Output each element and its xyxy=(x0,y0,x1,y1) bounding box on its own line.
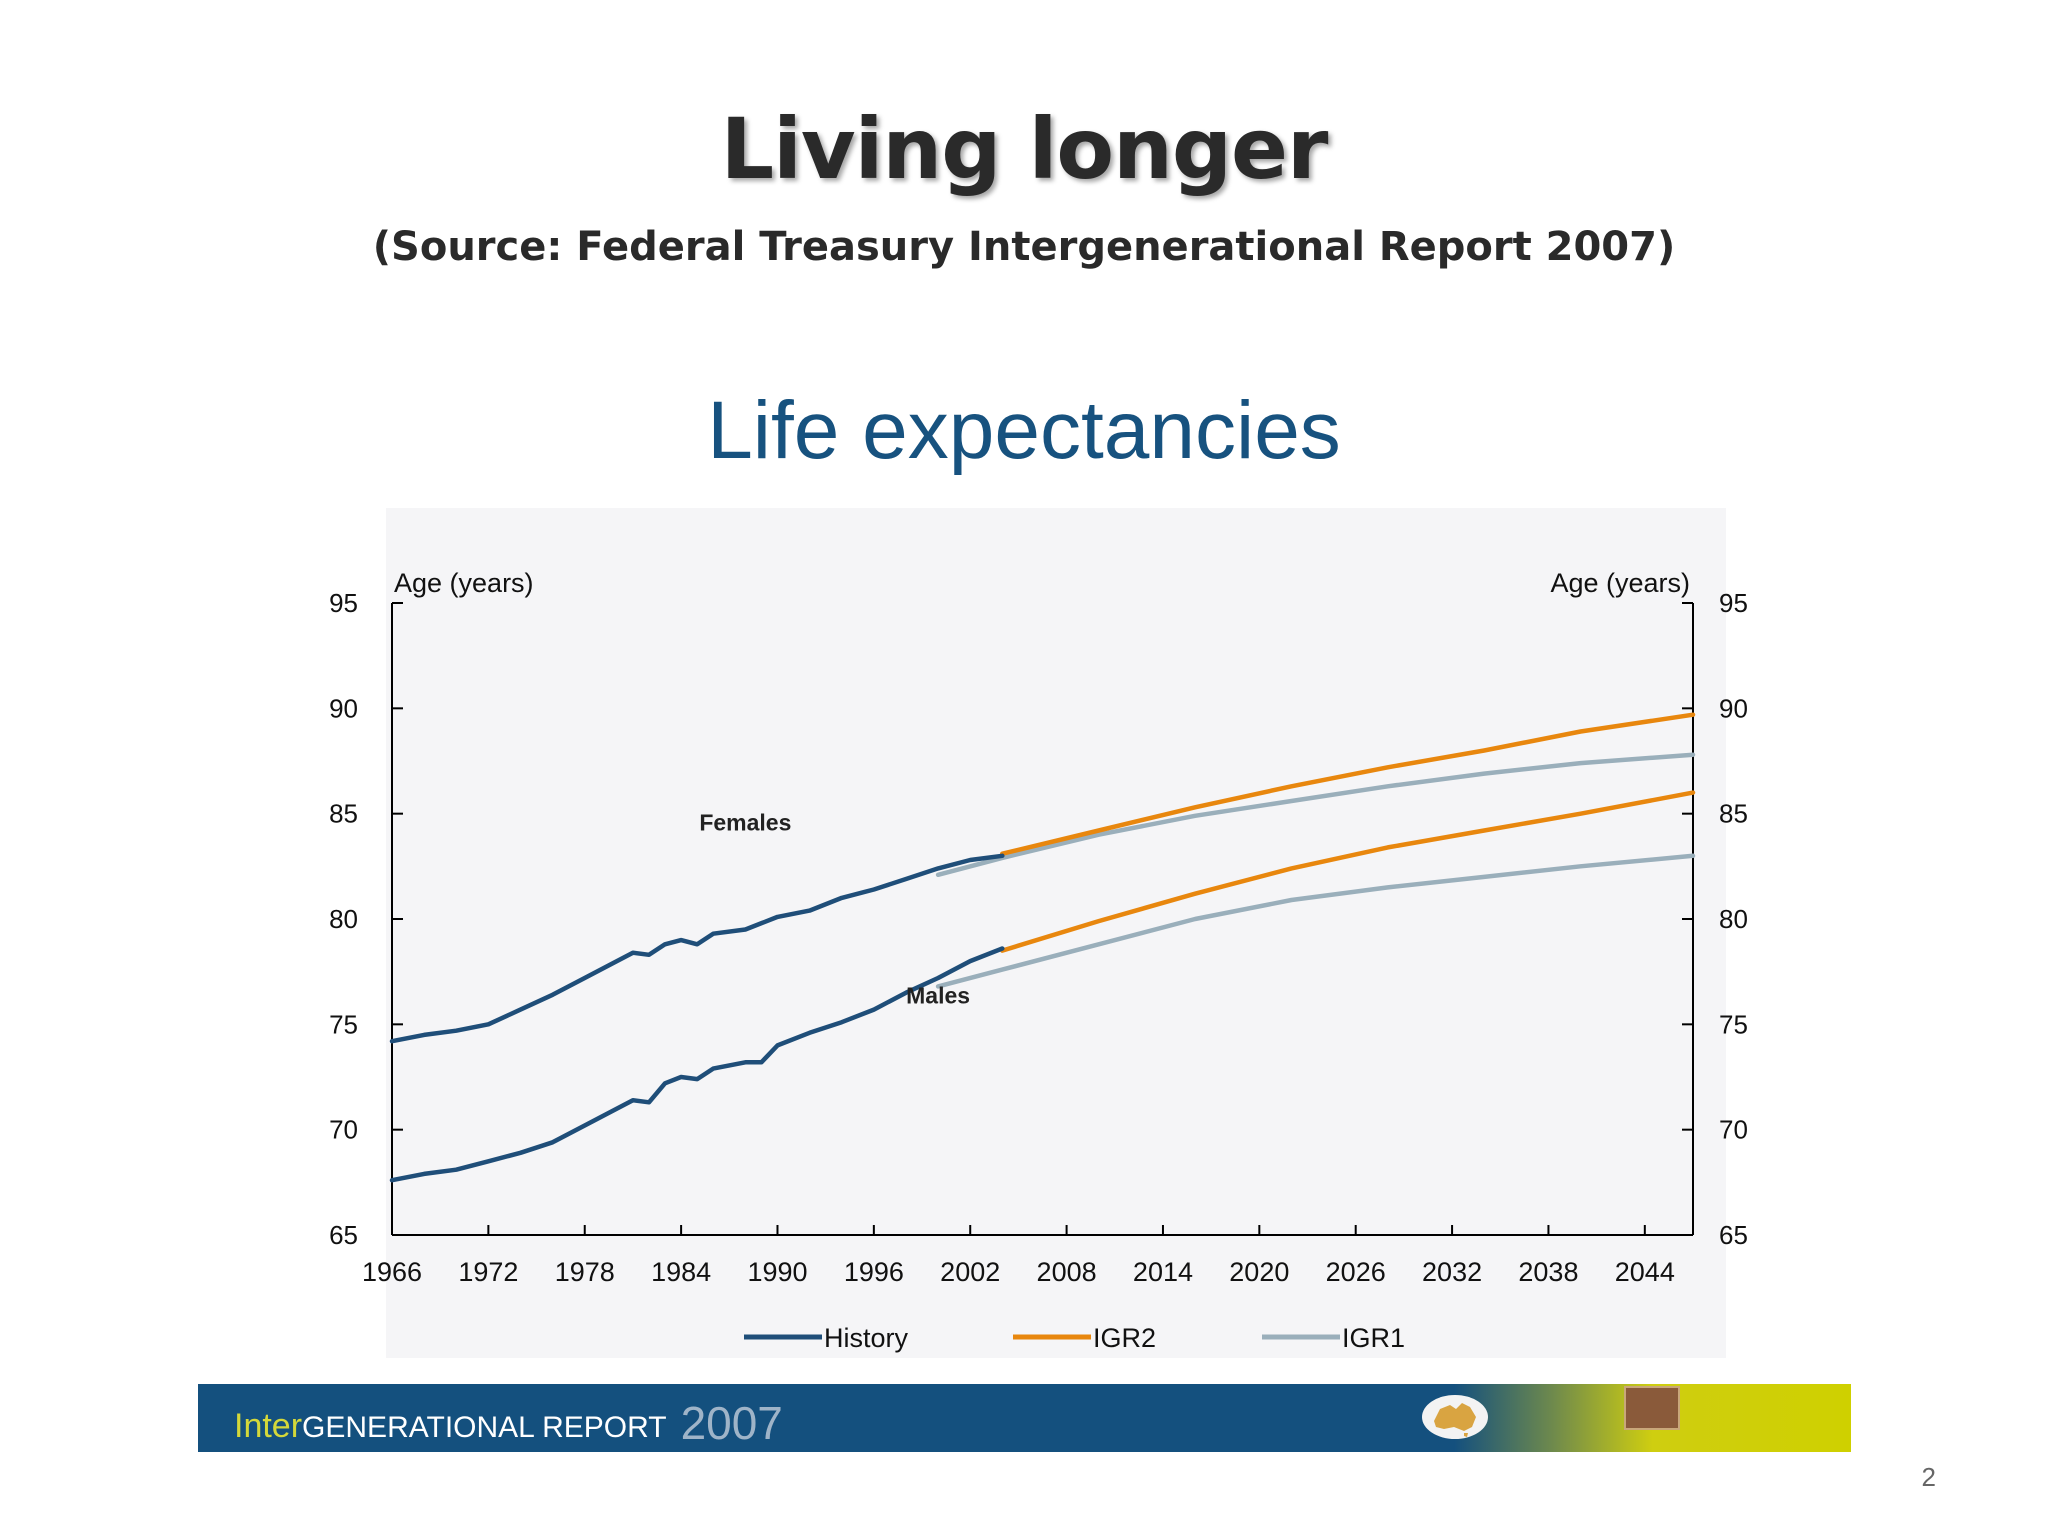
annotation-males: Males xyxy=(906,982,970,1008)
x-tick-label: 2032 xyxy=(1422,1257,1482,1287)
x-tick-label: 1990 xyxy=(747,1257,807,1287)
report-banner: InterGENERATIONAL REPORT 2007 xyxy=(198,1384,1851,1452)
legend-label-igr2: IGR2 xyxy=(1093,1323,1156,1353)
slide-subtitle: (Source: Federal Treasury Intergeneratio… xyxy=(372,224,1676,270)
photo-icon xyxy=(1624,1386,1680,1430)
y-tick-label-left: 65 xyxy=(329,1220,358,1250)
series-line-igr2-females xyxy=(1000,712,1696,856)
x-tick-label: 1996 xyxy=(844,1257,904,1287)
x-tick-label: 1978 xyxy=(555,1257,615,1287)
y-tick-label-right: 95 xyxy=(1719,588,1748,618)
y-axis-label-right: Age (years) xyxy=(1550,568,1690,598)
series-line-igr2-males xyxy=(1000,790,1696,953)
legend-label-history: History xyxy=(824,1323,909,1353)
page-number: 2 xyxy=(1921,1462,1936,1492)
banner-brand-generational: GENERATIONAL REPORT xyxy=(302,1411,667,1444)
series-line-history-females xyxy=(389,853,1005,1044)
y-tick-label-right: 70 xyxy=(1719,1115,1748,1145)
series-line-igr1-males xyxy=(935,853,1696,989)
x-tick-label: 2020 xyxy=(1229,1257,1289,1287)
x-tick-label: 1972 xyxy=(458,1257,518,1287)
y-tick-label-left: 85 xyxy=(329,799,358,829)
banner-logo-text: InterGENERATIONAL REPORT 2007 xyxy=(234,1394,783,1449)
x-tick-label: 2002 xyxy=(940,1257,1000,1287)
series-line-history-males xyxy=(389,946,1005,1183)
y-tick-label-right: 85 xyxy=(1719,799,1748,829)
x-tick-label: 2044 xyxy=(1615,1257,1675,1287)
y-axis-label-left: Age (years) xyxy=(394,568,534,598)
annotation-females: Females xyxy=(699,810,791,836)
legend-label-igr1: IGR1 xyxy=(1342,1323,1405,1353)
x-tick-label: 2038 xyxy=(1518,1257,1578,1287)
australia-map-icon xyxy=(1422,1395,1488,1439)
slide-title: Living longer xyxy=(720,100,1329,198)
y-tick-label-right: 90 xyxy=(1719,693,1748,723)
y-tick-label-right: 80 xyxy=(1719,904,1748,934)
y-tick-label-right: 75 xyxy=(1719,1009,1748,1039)
x-tick-label: 1984 xyxy=(651,1257,711,1287)
y-tick-label-left: 70 xyxy=(329,1115,358,1145)
series-line-igr1-females xyxy=(935,752,1696,878)
x-tick-label: 2008 xyxy=(1037,1257,1097,1287)
y-tick-label-left: 80 xyxy=(329,904,358,934)
banner-brand-year: 2007 xyxy=(680,1397,783,1449)
banner-brand-inter: Inter xyxy=(234,1407,303,1445)
x-tick-label: 1966 xyxy=(362,1257,422,1287)
y-tick-label-left: 75 xyxy=(329,1009,358,1039)
y-tick-label-right: 65 xyxy=(1719,1220,1748,1250)
x-tick-label: 2014 xyxy=(1133,1257,1193,1287)
y-tick-label-left: 90 xyxy=(329,693,358,723)
chart-title: Life expectancies xyxy=(707,385,1341,476)
x-tick-label: 2026 xyxy=(1326,1257,1386,1287)
y-tick-label-left: 95 xyxy=(329,588,358,618)
